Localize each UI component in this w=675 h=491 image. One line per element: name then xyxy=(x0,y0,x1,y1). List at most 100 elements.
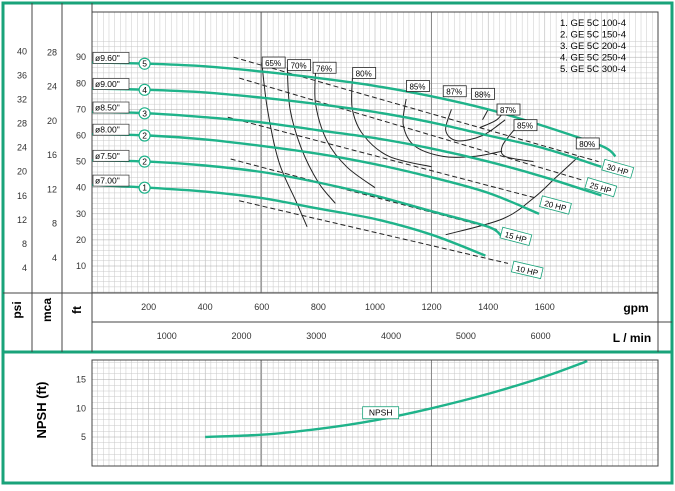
ft-tick-label: 40 xyxy=(76,183,86,193)
npsh-tick-label: 15 xyxy=(76,375,86,385)
gpm-tick-label: 1600 xyxy=(535,302,555,312)
power-line xyxy=(230,158,497,230)
power-line xyxy=(239,200,509,264)
efficiency-isoline xyxy=(286,67,336,204)
ft-tick-label: 20 xyxy=(76,235,86,245)
ft-tick-label: 30 xyxy=(76,209,86,219)
efficiency-isoline xyxy=(314,70,376,189)
lmin-tick-label: 5000 xyxy=(456,331,476,341)
npsh-series-label: NPSH xyxy=(369,408,393,418)
power-label-group: 15 HP xyxy=(499,226,533,247)
efficiency-label-box xyxy=(442,85,467,98)
lmin-tick-label: 3000 xyxy=(306,331,326,341)
gpm-axis-label: gpm xyxy=(623,301,648,315)
npsh-curve xyxy=(205,359,588,439)
npsh-axis-label: NPSH (ft) xyxy=(34,381,49,438)
curve-number-label: 1 xyxy=(142,183,147,193)
curve-number-label: 2 xyxy=(142,157,147,167)
ft-axis-label: ft xyxy=(70,306,84,314)
mca-tick-label: 16 xyxy=(47,150,57,160)
ft-tick-label: 60 xyxy=(76,131,86,141)
efficiency-label-box xyxy=(261,56,286,69)
efficiency-label: 70% xyxy=(291,62,307,71)
npsh-border xyxy=(91,359,659,467)
psi-tick-label: 20 xyxy=(17,167,27,177)
efficiency-isoline xyxy=(261,62,308,228)
psi-axis-label: psi xyxy=(10,301,24,318)
curve-number-circle xyxy=(138,57,151,70)
gpm-tick-label: 600 xyxy=(254,302,269,312)
efficiency-label-box xyxy=(471,87,495,100)
mca-axis-label: mca xyxy=(40,298,54,322)
mca-tick-label: 20 xyxy=(47,116,57,126)
lmin-tick-label: 6000 xyxy=(531,331,551,341)
psi-tick-label: 4 xyxy=(22,263,27,273)
curve-number-circle xyxy=(138,107,151,120)
efficiency-label: 65% xyxy=(265,59,281,68)
ft-tick-label: 90 xyxy=(76,52,86,62)
gpm-tick-label: 1000 xyxy=(365,302,385,312)
psi-tick-label: 8 xyxy=(22,239,27,249)
efficiency-label: 80% xyxy=(356,69,372,78)
power-line xyxy=(239,77,582,181)
diameter-label-box xyxy=(92,78,130,90)
efficiency-label-box xyxy=(352,67,377,79)
diameter-label: ø7.00" xyxy=(95,176,120,186)
efficiency-isoline xyxy=(500,129,534,163)
legend-entry: 4. GE 5C 250-4 xyxy=(560,53,626,64)
ft-tick-label: 50 xyxy=(76,157,86,167)
efficiency-isoline xyxy=(445,156,580,236)
psi-tick-label: 24 xyxy=(17,143,27,153)
efficiency-label-box xyxy=(575,137,600,150)
impeller-curve xyxy=(91,159,504,239)
ft-tick-label: 70 xyxy=(76,104,86,114)
efficiency-label: 87% xyxy=(500,106,516,115)
curve-number-circle xyxy=(138,155,151,168)
gpm-tick-label: 400 xyxy=(198,302,213,312)
power-label-box xyxy=(601,158,635,179)
legend-entry: 5. GE 5C 300-4 xyxy=(560,64,626,75)
psi-tick-label: 32 xyxy=(17,94,27,104)
power-line xyxy=(227,116,537,199)
power-label-box xyxy=(499,226,533,247)
lmin-tick-label: 2000 xyxy=(232,331,252,341)
lmin-axis-label: L / min xyxy=(613,331,651,345)
psi-tick-label: 40 xyxy=(17,46,27,56)
legend-entry: 1. GE 5C 100-4 xyxy=(560,18,626,29)
power-label-box xyxy=(539,195,572,215)
curve-layer xyxy=(91,56,617,439)
power-line xyxy=(233,56,599,163)
efficiency-isoline xyxy=(445,109,506,142)
grid-layer xyxy=(91,12,658,466)
mca-tick-label: 8 xyxy=(52,219,57,229)
diameter-label-box xyxy=(92,101,130,114)
psi-tick-label: 36 xyxy=(17,70,27,80)
efficiency-label: 85% xyxy=(517,122,533,131)
gpm-tick-label: 1400 xyxy=(478,302,498,312)
mca-tick-label: 12 xyxy=(47,184,57,194)
power-label-group: 20 HP xyxy=(539,195,572,215)
curve-number-circle xyxy=(138,83,151,96)
psi-tick-label: 12 xyxy=(17,215,27,225)
power-label-box xyxy=(584,177,618,198)
power-label-group: 25 HP xyxy=(584,177,618,198)
diameter-label-box xyxy=(92,52,130,64)
curve-number-label: 4 xyxy=(142,85,147,95)
curve-number-label: 3 xyxy=(142,108,147,118)
efficiency-label-box xyxy=(287,59,311,72)
diameter-label: ø7.50" xyxy=(95,151,120,161)
diameter-label-box xyxy=(92,174,130,187)
efficiency-label-box xyxy=(406,80,430,92)
lmin-tick-label: 1000 xyxy=(157,331,177,341)
power-label-group: 30 HP xyxy=(601,158,635,179)
legend-entry: 3. GE 5C 200-4 xyxy=(560,41,626,52)
curve-number-circle xyxy=(138,129,151,142)
diameter-label: ø9.00" xyxy=(95,79,120,89)
power-label-group: 10 HP xyxy=(510,260,544,280)
diameter-label-box xyxy=(92,123,130,136)
diameter-label-box xyxy=(92,149,130,162)
power-label: 30 HP xyxy=(606,162,630,177)
gpm-tick-label: 1200 xyxy=(422,302,442,312)
